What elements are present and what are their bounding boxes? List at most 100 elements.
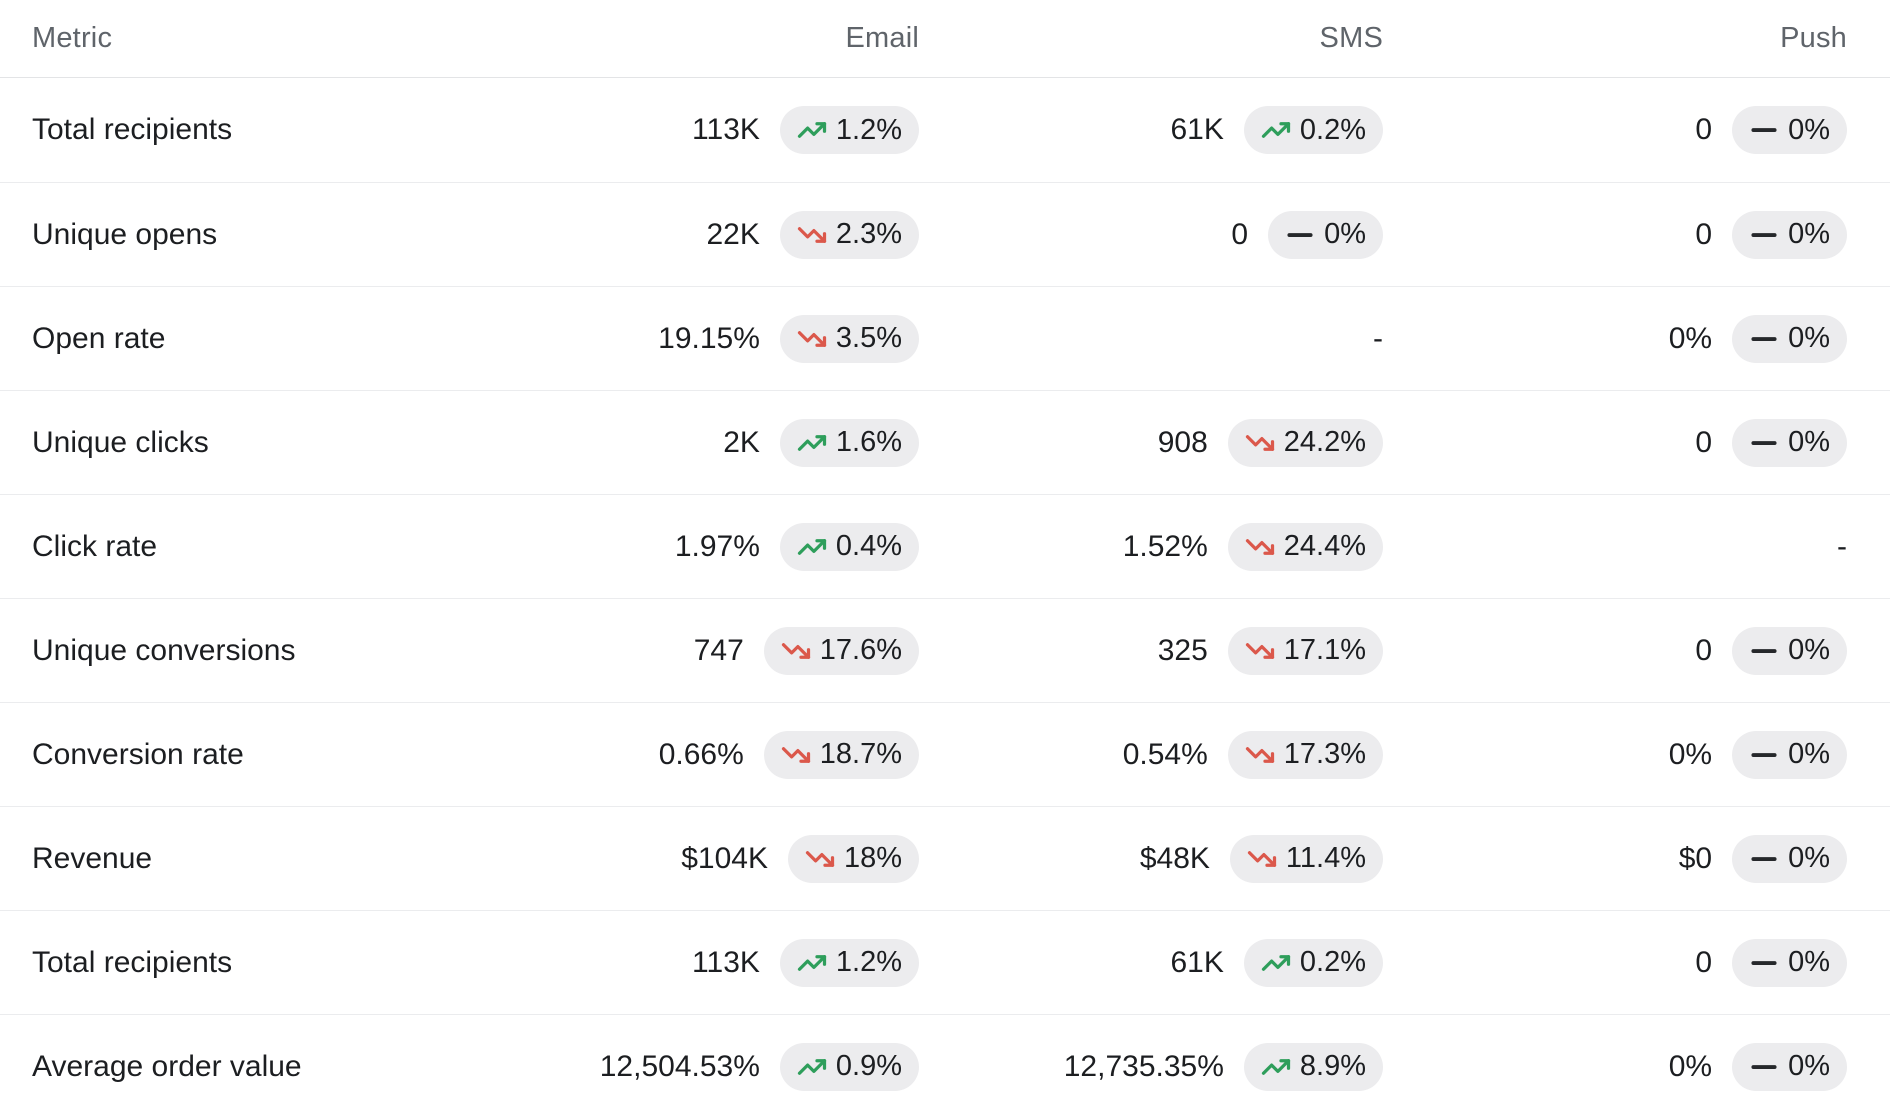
trend-change: 0% (1788, 322, 1830, 354)
metric-name: Click rate (32, 529, 158, 563)
email-cell: 113K 1.2% (455, 938, 919, 987)
email-cell: $104K 18% (455, 834, 919, 883)
trend-change: 0% (1788, 842, 1830, 874)
trend-badge-up: 0.2% (1243, 938, 1383, 987)
table-row: Open rate 19.15% 3.5% - 0% 0% (0, 286, 1890, 390)
sms-value: 908 (1157, 425, 1208, 459)
trend-badge-flat: 0% (1732, 418, 1847, 467)
trend-badge-up: 1.6% (779, 418, 919, 467)
trend-change: 17.1% (1283, 634, 1366, 666)
trend-badge-flat: 0% (1268, 210, 1383, 259)
trend-change: 0% (1324, 218, 1366, 250)
trend-change: 17.6% (819, 634, 902, 666)
push-value: 0% (1668, 321, 1713, 355)
trend-badge-down: 24.4% (1227, 522, 1383, 571)
trend-badge-up: 0.9% (779, 1042, 919, 1091)
push-cell: 0% 0% (1383, 314, 1847, 363)
trend-change: 3.5% (835, 322, 902, 354)
column-header-push: Push (1780, 22, 1847, 54)
trend-change: 1.6% (835, 426, 902, 458)
sms-cell: 908 24.2% (919, 418, 1383, 467)
trending-down-icon (781, 746, 810, 763)
trend-change: 0.9% (835, 1050, 902, 1082)
trend-badge-down: 17.6% (763, 626, 919, 675)
trend-badge-up: 8.9% (1243, 1042, 1383, 1091)
sms-cell: 1.52% 24.4% (919, 522, 1383, 571)
sms-value: 12,735.35% (1063, 1049, 1224, 1083)
sms-value: 0.54% (1122, 737, 1208, 771)
email-value: 113K (692, 945, 760, 979)
flat-dash-icon (1751, 232, 1777, 237)
push-value: 0% (1668, 737, 1713, 771)
trend-change: 24.4% (1283, 530, 1366, 562)
email-cell: 747 17.6% (455, 626, 919, 675)
push-value: - (1837, 529, 1847, 563)
email-value: 12,504.53% (599, 1049, 760, 1083)
trend-badge-up: 1.2% (779, 106, 919, 154)
trend-change: 18% (843, 842, 902, 874)
table-row: Average order value 12,504.53% 0.9% 12,735.… (0, 1014, 1890, 1118)
flat-dash-icon (1751, 856, 1777, 861)
email-cell: 22K 2.3% (455, 210, 919, 259)
trend-change: 0% (1788, 426, 1830, 458)
metric-name: Conversion rate (32, 737, 244, 771)
trend-change: 11.4% (1285, 842, 1366, 874)
trending-up-icon (797, 122, 827, 138)
sms-cell: 325 17.1% (919, 626, 1383, 675)
table-row: Total recipients 113K 1.2% 61K 0.2% 0 0% (0, 910, 1890, 1014)
metric-name: Unique conversions (32, 633, 296, 667)
flat-dash-icon (1751, 752, 1777, 757)
email-value: 1.97% (674, 529, 760, 563)
trend-badge-down: 17.3% (1227, 730, 1383, 779)
trending-down-icon (1245, 434, 1274, 451)
email-cell: 19.15% 3.5% (455, 314, 919, 363)
trend-badge-down: 11.4% (1229, 834, 1383, 883)
metric-name: Open rate (32, 321, 166, 355)
trend-badge-flat: 0% (1732, 938, 1847, 987)
push-cell: 0 0% (1383, 418, 1847, 467)
trend-badge-down: 2.3% (779, 210, 919, 259)
flat-dash-icon (1751, 648, 1777, 653)
email-value: 19.15% (658, 321, 760, 355)
table-row: Total recipients 113K 1.2% 61K 0.2% 0 0% (0, 78, 1890, 182)
table-row: Click rate 1.97% 0.4% 1.52% 24.4% - (0, 494, 1890, 598)
table-body: Total recipients 113K 1.2% 61K 0.2% 0 0% Unique… (0, 78, 1890, 1118)
trend-badge-flat: 0% (1732, 626, 1847, 675)
flat-dash-icon (1751, 1064, 1777, 1069)
push-value: 0 (1695, 113, 1713, 146)
trend-change: 8.9% (1299, 1050, 1366, 1082)
trend-change: 17.3% (1283, 738, 1366, 770)
email-cell: 1.97% 0.4% (455, 522, 919, 571)
sms-cell: 0.54% 17.3% (919, 730, 1383, 779)
push-value: 0 (1695, 425, 1713, 459)
push-cell: 0 0% (1383, 626, 1847, 675)
trending-down-icon (1245, 538, 1274, 555)
trend-change: 0% (1788, 113, 1830, 146)
trending-up-icon (797, 954, 827, 971)
trend-change: 2.3% (835, 218, 902, 250)
trend-badge-flat: 0% (1732, 106, 1847, 154)
trending-up-icon (1261, 122, 1291, 138)
email-cell: 113K 1.2% (455, 106, 919, 154)
trend-badge-flat: 0% (1732, 1042, 1847, 1091)
sms-value: 61K (1170, 945, 1224, 979)
push-cell: 0 0% (1383, 210, 1847, 259)
sms-cell: 61K 0.2% (919, 938, 1383, 987)
metric-name: Unique opens (32, 217, 218, 251)
sms-cell: $48K 11.4% (919, 834, 1383, 883)
push-cell: 0 0% (1383, 106, 1847, 154)
flat-dash-icon (1751, 960, 1777, 965)
push-value: 0 (1695, 217, 1713, 251)
sms-value: 1.52% (1122, 529, 1208, 563)
sms-value: - (1373, 321, 1383, 355)
trending-down-icon (1245, 642, 1274, 659)
trend-change: 0.2% (1299, 113, 1366, 146)
email-value: 0.66% (658, 737, 744, 771)
metric-name: Total recipients (32, 945, 233, 979)
trend-badge-down: 18.7% (763, 730, 919, 779)
email-value: 22K (706, 217, 760, 251)
trend-badge-flat: 0% (1732, 730, 1847, 779)
column-header-sms: SMS (1319, 22, 1383, 54)
sms-value: 61K (1170, 113, 1224, 146)
